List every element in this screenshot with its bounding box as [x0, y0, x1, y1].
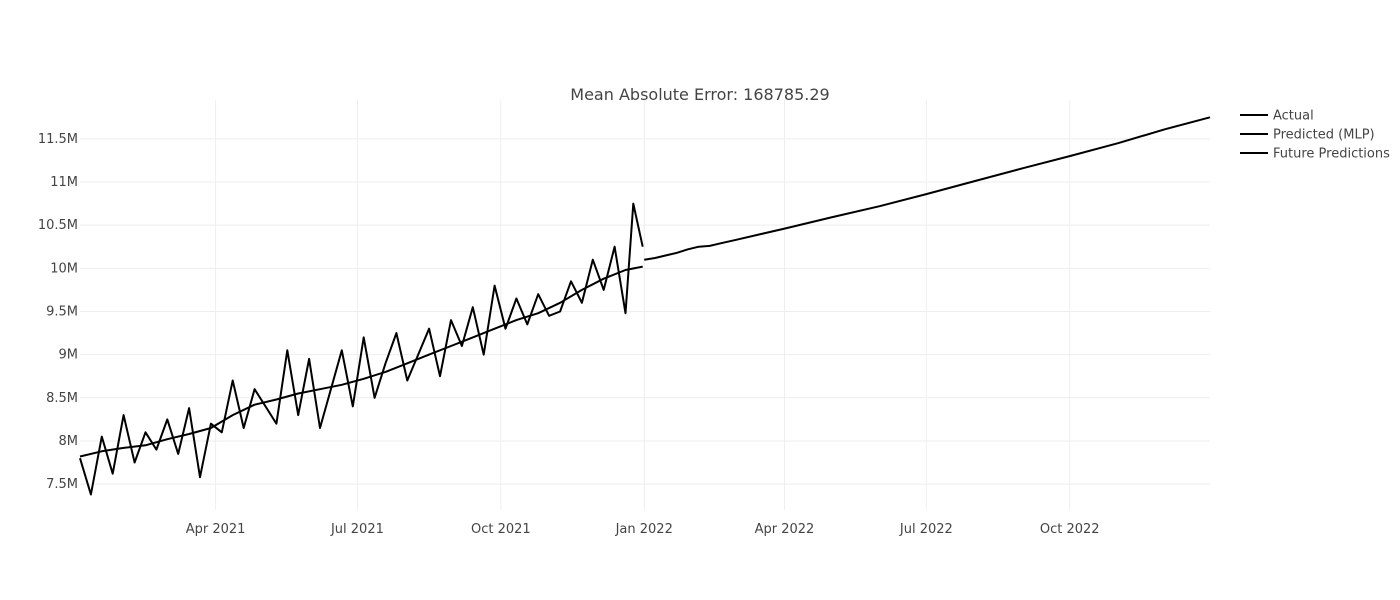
y-tick-label: 9M: [59, 348, 79, 363]
series-line-predicted-mlp: [79, 265, 643, 458]
plot-area: [79, 116, 1211, 496]
legend-label: Actual: [1273, 109, 1314, 124]
x-tick-label: Apr 2022: [755, 522, 815, 537]
x-axis: Apr 2021 Jul 2021 Oct 2021 Jan 2022 Apr 2022…: [186, 522, 1100, 537]
y-tick-label: 10M: [50, 261, 78, 276]
y-tick-label: 8.5M: [46, 391, 78, 406]
series-line-future-predictions: [644, 116, 1211, 261]
y-tick-label: 8M: [59, 434, 79, 449]
y-tick-label: 7.5M: [46, 477, 78, 492]
y-tick-label: 9.5M: [46, 304, 78, 319]
y-tick-label: 10.5M: [38, 218, 78, 233]
x-tick-label: Oct 2021: [471, 522, 531, 537]
y-axis: 7.5M 8M 8.5M 9M 9.5M 10M 10.5M 11M 11.5M: [38, 132, 78, 492]
legend: Actual Predicted (MLP) Future Predictions: [1240, 109, 1390, 162]
series-line-actual: [79, 202, 644, 496]
x-tick-label: Jul 2022: [899, 522, 953, 537]
legend-label: Future Predictions: [1273, 147, 1390, 162]
chart-gridlines: [80, 100, 1210, 510]
x-tick-label: Oct 2022: [1040, 522, 1100, 537]
chart-title: Mean Absolute Error: 168785.29: [570, 85, 829, 104]
x-tick-label: Jul 2021: [330, 522, 384, 537]
x-tick-label: Apr 2021: [186, 522, 246, 537]
y-tick-label: 11.5M: [38, 132, 78, 147]
x-tick-label: Jan 2022: [615, 522, 673, 537]
legend-label: Predicted (MLP): [1273, 128, 1375, 143]
y-tick-label: 11M: [50, 175, 78, 190]
